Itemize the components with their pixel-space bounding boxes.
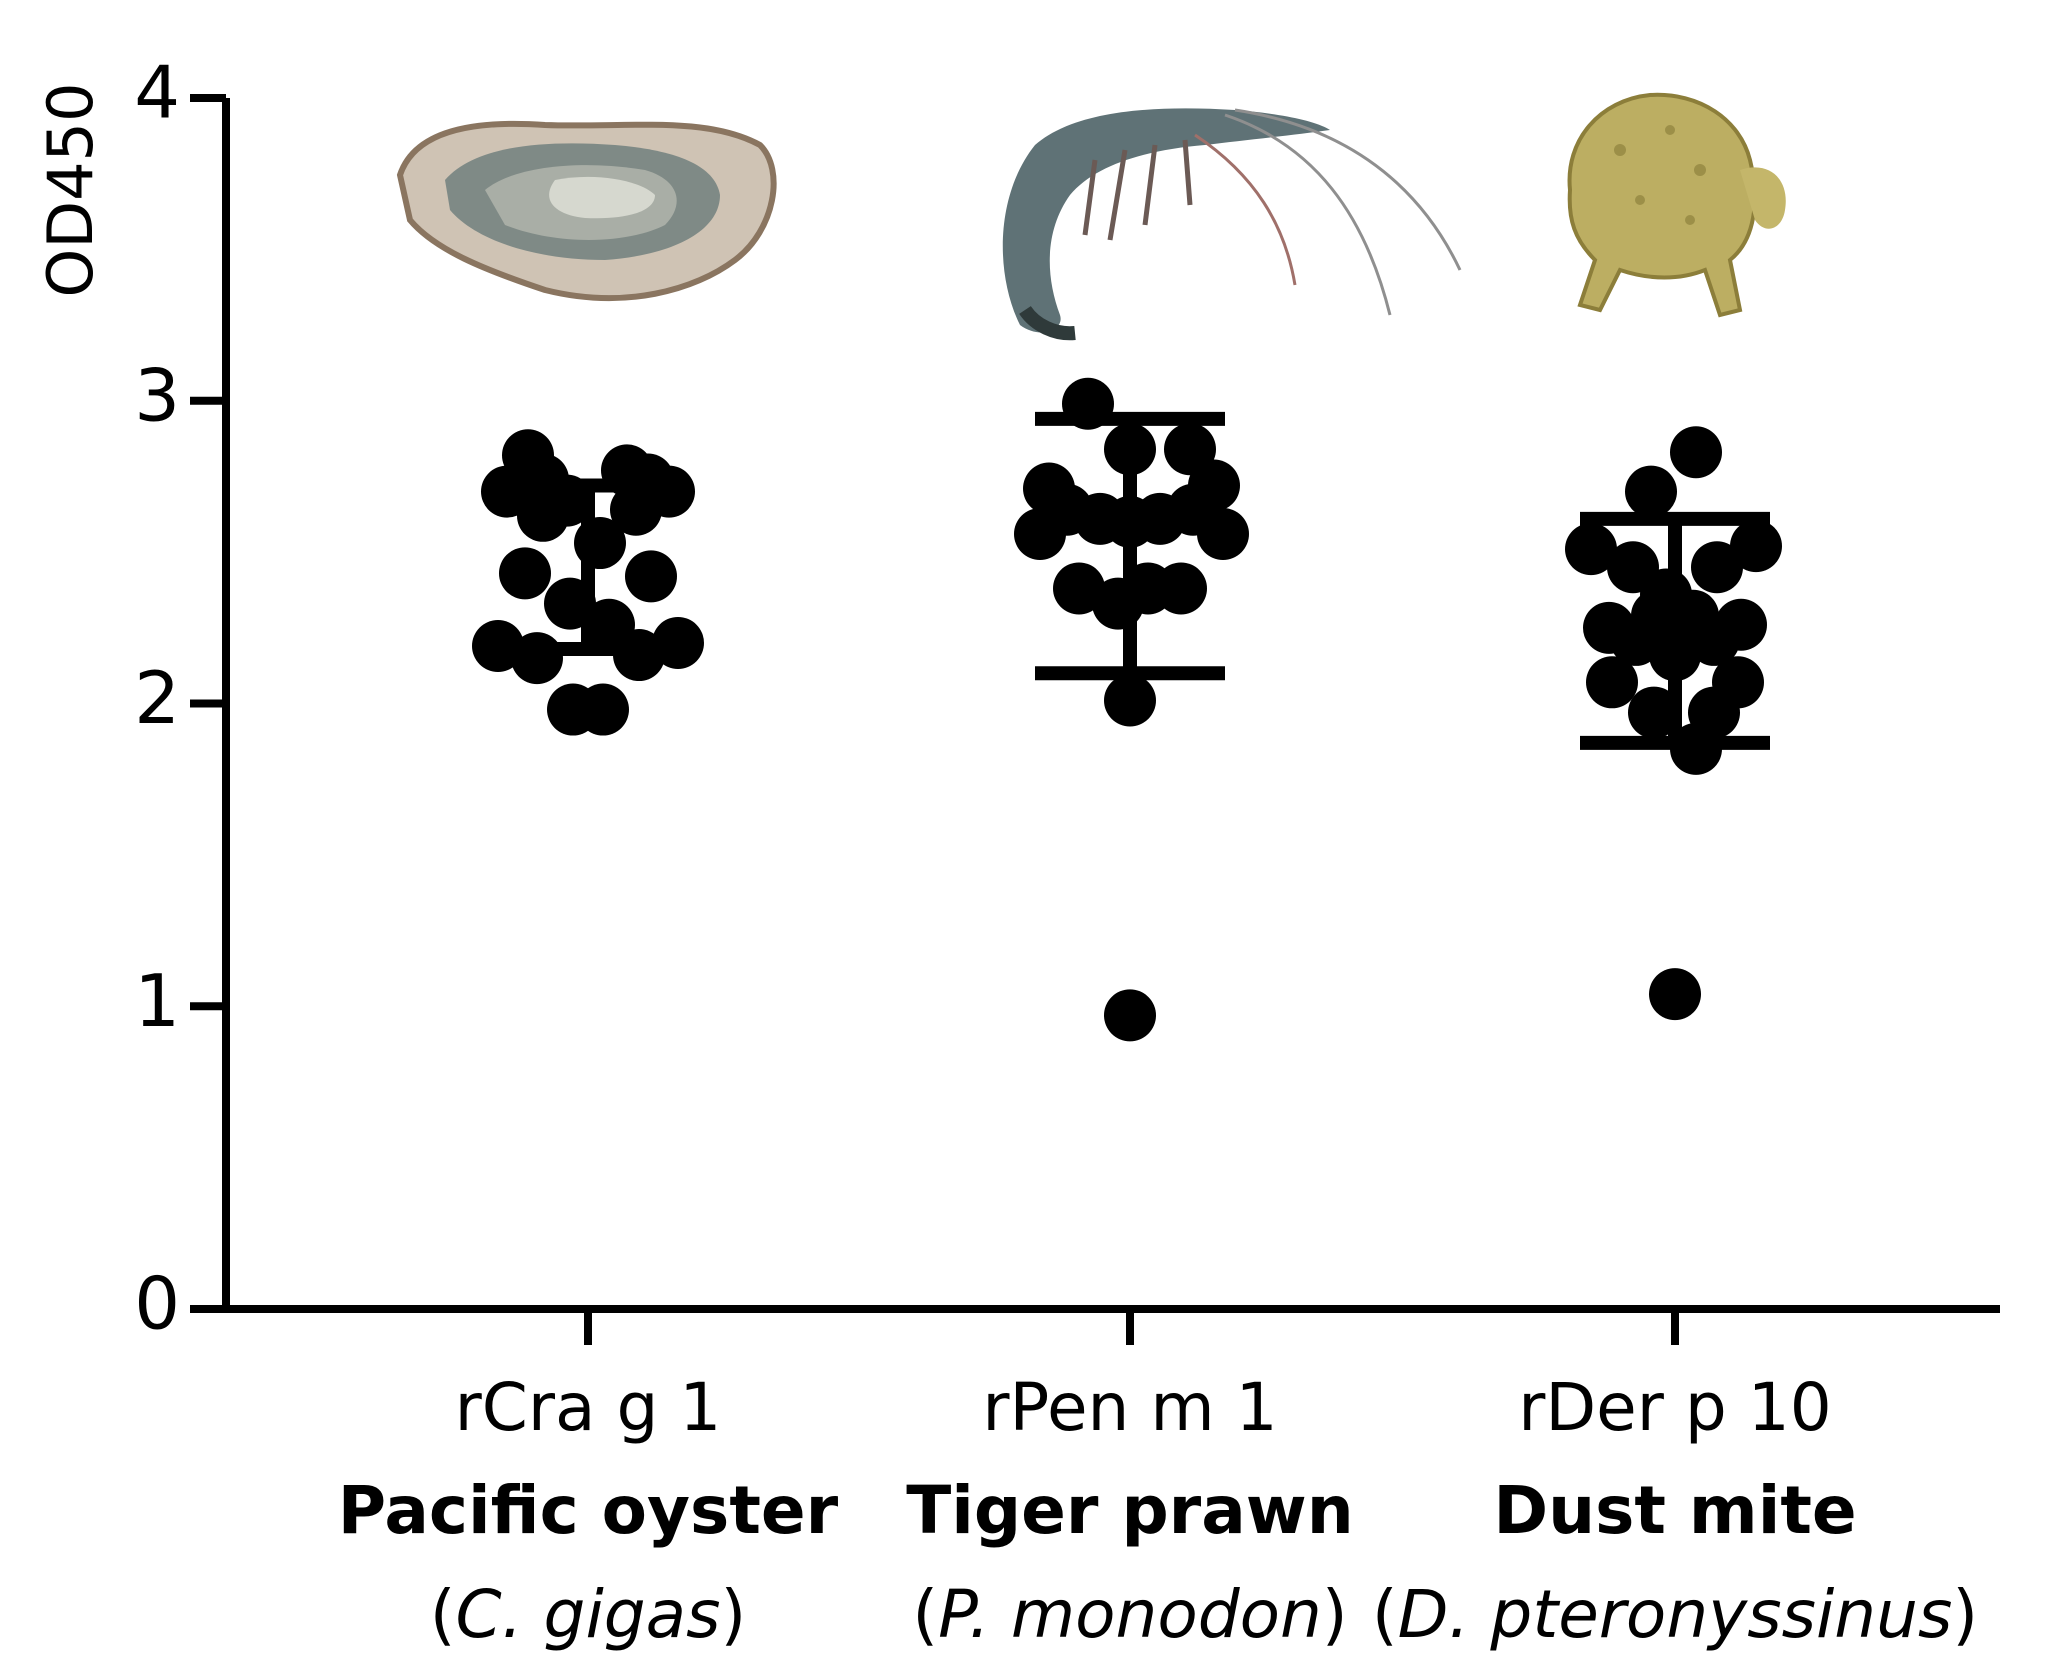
data-point <box>1014 507 1066 560</box>
data-point <box>1688 613 1740 666</box>
open-paren: ( <box>1372 1576 1398 1653</box>
y-tick-label: 3 <box>134 353 180 437</box>
x-tick-label-code: rDer p 10 <box>1518 1369 1832 1446</box>
open-paren: ( <box>430 1576 456 1653</box>
y-tick-label: 4 <box>134 51 180 135</box>
x-tick-label-scientific-name: (P. monodon) <box>912 1576 1347 1653</box>
y-tick-label: 0 <box>134 1262 180 1346</box>
x-tick-label-code: rCra g 1 <box>455 1369 722 1446</box>
data-point <box>1610 613 1662 666</box>
close-paren: ) <box>721 1576 747 1653</box>
data-point <box>1730 520 1782 573</box>
data-point <box>1565 523 1617 576</box>
group-2-error-bar <box>1580 511 1770 750</box>
x-tick-label-code: rPen m 1 <box>982 1369 1277 1446</box>
open-paren: ( <box>912 1576 938 1653</box>
data-point <box>1670 426 1722 479</box>
data-point <box>1104 674 1156 727</box>
data-point <box>1691 541 1743 594</box>
y-tick-label: 1 <box>134 959 180 1043</box>
close-paren: ) <box>1952 1576 1978 1653</box>
data-point <box>1104 989 1156 1042</box>
data-point <box>1197 507 1249 560</box>
data-point <box>499 547 551 600</box>
group-2-points <box>1565 426 1782 1021</box>
data-point <box>625 550 677 603</box>
y-tick-label: 2 <box>134 656 180 740</box>
close-paren: ) <box>1322 1576 1348 1653</box>
prawn-icon <box>1002 108 1462 341</box>
data-point <box>1649 968 1701 1021</box>
data-point <box>1628 686 1680 739</box>
data-point <box>517 489 569 542</box>
data-point <box>610 483 662 536</box>
dust-mite-icon <box>1567 92 1786 318</box>
x-tick-label-scientific-name: (C. gigas) <box>430 1576 747 1653</box>
data-point <box>577 683 629 736</box>
y-ticks: 0 1 2 3 4 <box>134 51 226 1346</box>
scientific-name: P. monodon <box>938 1576 1322 1653</box>
data-point <box>1625 465 1677 518</box>
x-tick-label-common-name: Pacific oyster <box>338 1472 839 1549</box>
x-tick-label-common-name: Tiger prawn <box>906 1472 1353 1549</box>
scientific-name: C. gigas <box>456 1576 721 1653</box>
data-point <box>1053 562 1105 615</box>
plot-area <box>472 377 1782 1042</box>
data-point <box>511 632 563 685</box>
x-tick-label-common-name: Dust mite <box>1493 1472 1856 1549</box>
y-axis-label: OD450 <box>34 83 107 298</box>
scientific-name: D. pteronyssinus <box>1398 1576 1953 1653</box>
group-0-error-bar <box>493 478 683 657</box>
x-tick-label-scientific-name: (D. pteronyssinus) <box>1372 1576 1978 1653</box>
data-point <box>1586 656 1638 709</box>
group-1-error-bar <box>1035 411 1225 681</box>
oyster-icon <box>396 120 777 302</box>
